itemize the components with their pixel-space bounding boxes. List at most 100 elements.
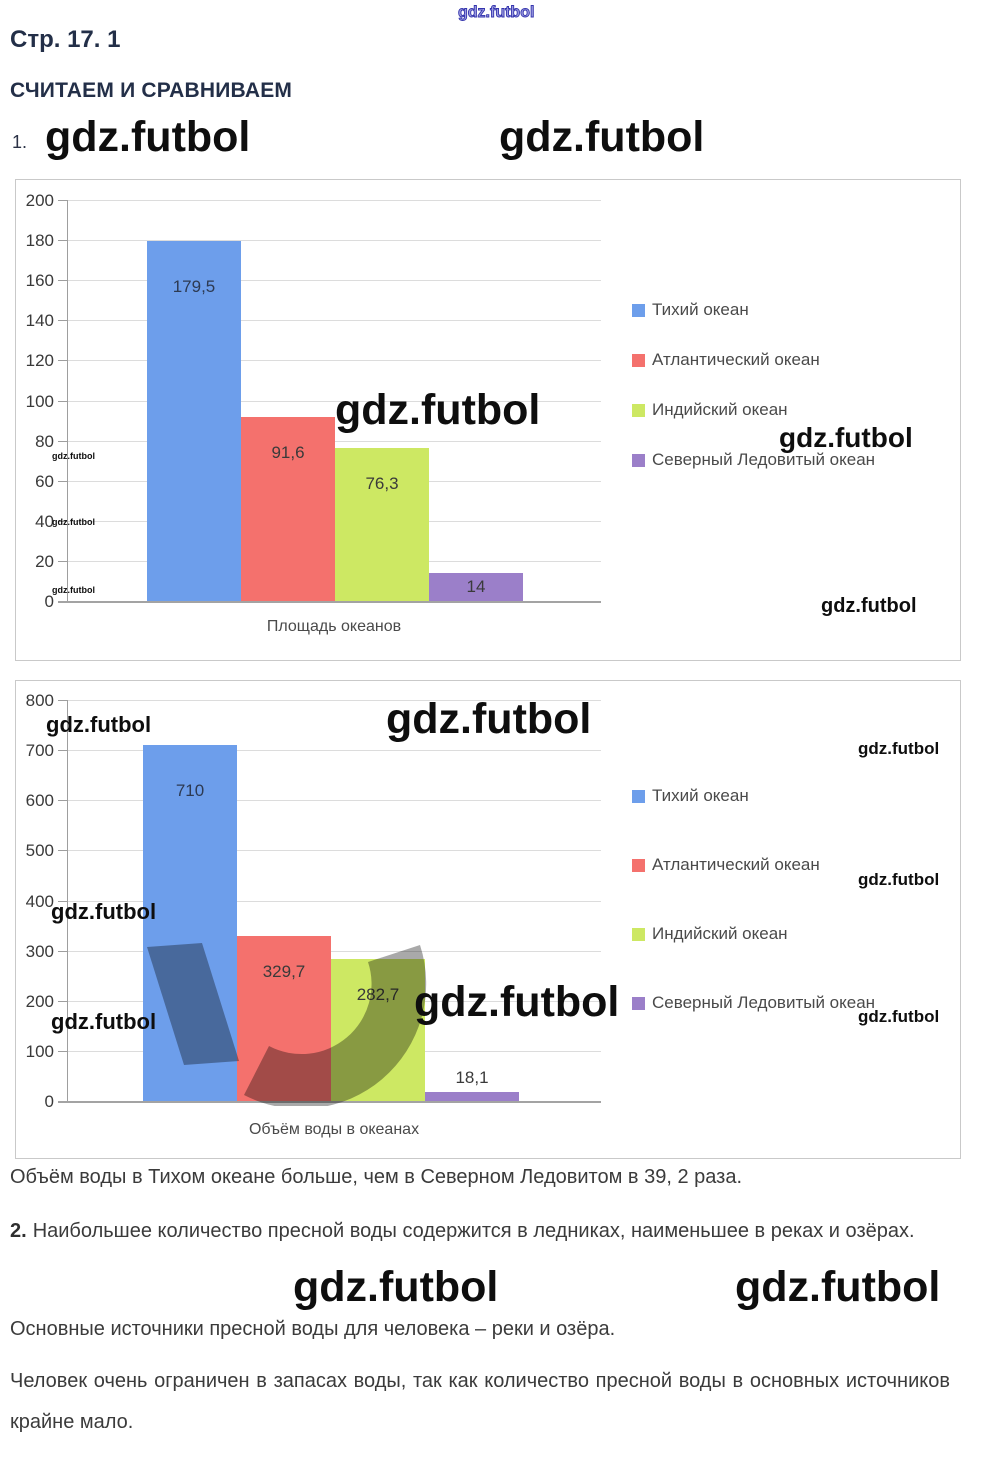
- legend-item: Северный Ледовитый океан: [632, 450, 875, 470]
- paragraph-answer-1: Объём воды в Тихом океане больше, чем в …: [10, 1166, 743, 1188]
- legend-label: Индийский океан: [652, 400, 788, 419]
- y-axis-tick-label: 500: [25, 841, 54, 861]
- y-axis-tick-label: 40: [35, 511, 54, 531]
- legend-item: Индийский океан: [632, 400, 788, 420]
- legend-label: Тихий океан: [652, 300, 749, 319]
- y-axis-tick: [58, 440, 67, 442]
- legend-item: Атлантический океан: [632, 350, 820, 370]
- legend-swatch: [632, 789, 645, 803]
- watermark-chart2-left-1: gdz.futbol: [46, 712, 152, 737]
- watermark-chart1-small-3: gdz.futbol: [52, 585, 95, 595]
- watermark-chart1-right: gdz.futbol: [779, 422, 913, 453]
- paragraph-answer-2-text: Наибольшее количество пресной воды содер…: [32, 1220, 915, 1242]
- gridline: [67, 900, 601, 902]
- y-axis-tick: [58, 700, 67, 701]
- y-axis-tick-label: 400: [25, 891, 54, 911]
- legend-swatch: [632, 927, 645, 941]
- y-axis-tick-label: 0: [44, 592, 54, 611]
- bar-value-label: 710: [175, 781, 205, 800]
- y-axis-tick-label: 200: [25, 991, 54, 1011]
- x-axis-line: [58, 601, 601, 603]
- gridline: [67, 360, 601, 362]
- legend-swatch: [632, 858, 645, 872]
- watermark-chart1-big: gdz.futbol: [335, 386, 541, 434]
- watermark-chart1-small-2: gdz.futbol: [52, 517, 95, 527]
- legend-item: Тихий океан: [632, 786, 749, 806]
- bar-value-label: 329,7: [262, 962, 306, 981]
- task1-number: 1.: [12, 132, 28, 152]
- legend-label: Тихий океан: [652, 786, 749, 805]
- watermark-bottom-right: gdz.futbol: [735, 1263, 941, 1311]
- legend-label: Атлантический океан: [652, 855, 820, 874]
- y-axis-tick-label: 80: [35, 431, 54, 451]
- y-axis-line: [67, 200, 68, 601]
- bar-value-label: 18,1: [455, 1068, 489, 1087]
- legend-swatch: [632, 303, 645, 317]
- legend-swatch: [632, 403, 645, 417]
- gridline: [67, 750, 601, 752]
- watermark-task1-left: gdz.futbol: [45, 113, 251, 161]
- bar-value-label: 179,5: [172, 277, 216, 296]
- legend-label: Атлантический океан: [652, 350, 820, 369]
- paragraph-answer-3: Основные источники пресной воды для чело…: [10, 1318, 616, 1340]
- chart-ocean-area: 0 20 40 60 80 100 120 140 160 180 200 179,5 91,6 76,3…: [15, 179, 961, 661]
- paragraph-answer-2: 2. Наибольшее количество пресной воды сод…: [10, 1211, 950, 1252]
- gridline: [67, 240, 601, 242]
- y-axis-tick-label: 100: [25, 1041, 54, 1061]
- y-axis-tick: [58, 900, 67, 902]
- page-heading: Стр. 17. 1: [10, 26, 121, 53]
- y-axis-tick: [58, 320, 67, 322]
- legend-item: Атлантический океан: [632, 855, 820, 875]
- watermark-chart2-big-mid: gdz.futbol: [414, 978, 620, 1026]
- legend-swatch: [632, 996, 645, 1010]
- watermark-bottom-left: gdz.futbol: [293, 1263, 499, 1311]
- y-axis-tick-label: 800: [25, 691, 54, 710]
- watermark-chart2-left-3: gdz.futbol: [51, 1009, 157, 1034]
- y-axis-tick-label: 100: [25, 391, 54, 411]
- y-axis-tick-label: 600: [25, 791, 54, 811]
- gridline: [67, 950, 601, 952]
- chart-title: Площадь океанов: [266, 618, 402, 635]
- y-axis-tick-label: 200: [25, 191, 54, 210]
- legend-label: Индийский океан: [652, 924, 788, 943]
- y-axis-tick: [58, 800, 67, 802]
- chart-ocean-volume: 0100200300400500600700800710329,7282,718…: [15, 680, 961, 1159]
- gridline: [67, 280, 601, 282]
- legend-label: Северный Ледовитый океан: [652, 450, 876, 469]
- watermark-top: gdz.futbol: [458, 4, 535, 21]
- bar-2: [241, 417, 335, 601]
- bar-4: [425, 1092, 519, 1101]
- legend-item: Индийский океан: [632, 924, 788, 944]
- bar-3: [335, 448, 429, 601]
- gridline: [67, 800, 601, 802]
- y-axis-tick: [58, 480, 67, 482]
- watermark-chart2-right-2: gdz.futbol: [858, 870, 940, 889]
- watermark-chart1-bottom-right: gdz.futbol: [821, 595, 917, 617]
- y-axis-tick-label: 300: [25, 941, 54, 961]
- gridline: [67, 200, 601, 201]
- y-axis-tick: [58, 360, 67, 362]
- y-axis-tick: [58, 1000, 67, 1002]
- bar-1: [147, 241, 241, 601]
- bar-4: [429, 573, 523, 601]
- bar-value-label: 91,6: [271, 443, 305, 462]
- legend-item: Северный Ледовитый океан: [632, 993, 875, 1013]
- watermark-chart2-big-top: gdz.futbol: [386, 695, 592, 743]
- y-axis-tick: [58, 520, 67, 522]
- y-axis-tick-label: 180: [25, 231, 54, 251]
- legend-item: Тихий океан: [632, 300, 749, 320]
- bar-value-label: 76,3: [365, 474, 399, 493]
- watermark-chart1-small-1: gdz.futbol: [52, 451, 95, 461]
- legend-label: Северный Ледовитый океан: [652, 993, 876, 1012]
- y-axis-tick-label: 60: [35, 471, 54, 491]
- task2-number: 2.: [10, 1220, 27, 1242]
- y-axis-tick: [58, 560, 67, 562]
- y-axis-tick: [58, 850, 67, 852]
- y-axis-tick: [58, 400, 67, 402]
- legend-swatch: [632, 353, 645, 367]
- y-axis-tick: [58, 750, 67, 752]
- watermark-chart2-left-2: gdz.futbol: [51, 899, 157, 924]
- bar-value-label: 14: [466, 577, 486, 596]
- gridline: [67, 320, 601, 322]
